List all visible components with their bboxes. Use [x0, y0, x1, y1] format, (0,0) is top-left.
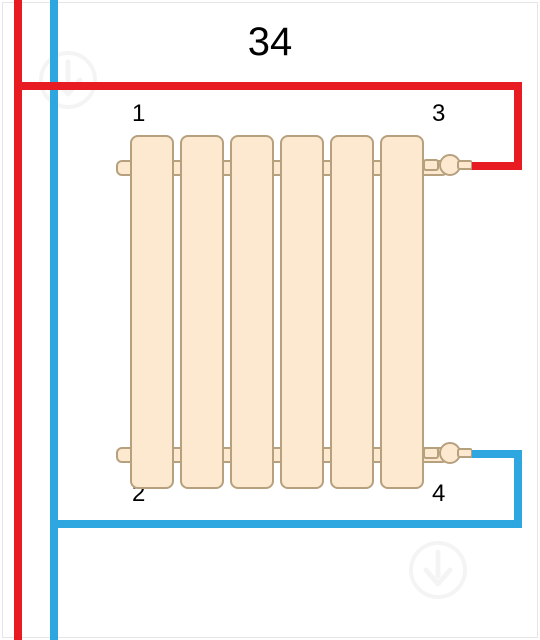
label-3: 3	[432, 100, 445, 128]
valve-bottom-icon	[424, 440, 472, 466]
radiator-column	[280, 135, 324, 489]
cold-pipe-right-vertical	[514, 450, 522, 528]
label-4: 4	[432, 480, 445, 508]
hot-pipe-top-horizontal	[14, 82, 522, 90]
diagram-canvas: 34 1 2 3 4	[0, 0, 540, 640]
cold-pipe-bottom-horizontal	[50, 520, 522, 528]
diagram-title: 34	[0, 20, 540, 65]
radiator-column	[230, 135, 274, 489]
valve-top-icon	[424, 152, 472, 178]
label-1: 1	[132, 100, 145, 128]
radiator-column	[380, 135, 424, 489]
radiator-column	[130, 135, 174, 489]
watermark-icon-bottom	[408, 540, 468, 600]
radiator-column	[330, 135, 374, 489]
cold-pipe-to-valve	[468, 450, 522, 458]
radiator-icon	[130, 135, 430, 485]
hot-pipe-to-valve	[468, 162, 522, 170]
hot-pipe-vertical-main	[14, 0, 22, 640]
hot-pipe-right-vertical	[514, 82, 522, 170]
cold-pipe-vertical-main	[50, 0, 58, 640]
radiator-column	[180, 135, 224, 489]
